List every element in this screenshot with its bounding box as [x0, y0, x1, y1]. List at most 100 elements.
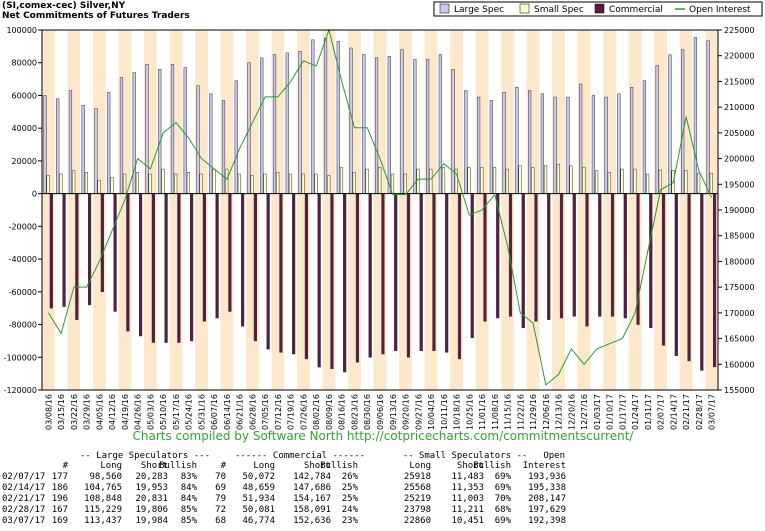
x-tick-label: 02/14/17: [669, 394, 678, 430]
x-tick-label: 05/31/16: [197, 394, 206, 430]
x-tick-label: 10/04/16: [427, 394, 436, 430]
bar: [566, 96, 570, 194]
bar: [492, 167, 497, 194]
table-cell: 02/21/17: [2, 494, 45, 504]
bar: [480, 167, 484, 194]
table-cell: 24%: [342, 505, 359, 515]
y-tick-label: 20000: [12, 157, 37, 166]
bar: [406, 193, 411, 358]
bar: [72, 170, 76, 194]
bar: [272, 54, 277, 194]
bar: [668, 54, 672, 194]
y-tick-label: 80000: [12, 59, 37, 68]
table-cell: 84%: [181, 494, 198, 504]
bar: [531, 167, 535, 194]
x-tick-label: 07/26/16: [299, 394, 308, 430]
bar: [113, 193, 117, 312]
bar: [234, 80, 238, 194]
table-cell: 11,483: [451, 472, 484, 482]
bar: [170, 64, 175, 194]
bar: [374, 57, 379, 194]
table-cell: 72: [215, 505, 226, 515]
x-tick-label: 09/06/16: [376, 394, 385, 430]
table-cell: 23%: [342, 516, 359, 526]
bar: [311, 39, 315, 194]
table-cell: 196: [52, 494, 68, 504]
x-tick-label: 09/27/16: [414, 394, 423, 430]
x-tick-label: 08/23/16: [350, 394, 359, 430]
table-header: #: [63, 461, 69, 471]
y2-tick-label: 180000: [724, 257, 755, 266]
legend-label: Commercial: [609, 5, 663, 15]
bar: [591, 95, 595, 194]
legend: Large Spec Small Spec Commercial Open Inter…: [433, 1, 763, 17]
bar: [139, 193, 143, 337]
y-tick-label: -80000: [9, 321, 37, 330]
table-cell: 70: [215, 472, 226, 482]
table-cell: 142,784: [293, 472, 331, 482]
bar: [489, 100, 493, 194]
table-cell: 20,283: [135, 472, 168, 482]
bar: [190, 193, 194, 342]
bar: [451, 69, 455, 194]
bar: [598, 193, 602, 317]
x-tick-label: 06/14/16: [223, 394, 232, 430]
bar: [212, 168, 216, 194]
bar: [87, 193, 92, 306]
table-cell: 177: [52, 472, 68, 482]
x-tick-label: 06/07/16: [210, 394, 219, 430]
bar: [228, 193, 232, 312]
bar: [569, 165, 573, 194]
table-cell: 186: [52, 483, 68, 493]
bar: [582, 167, 586, 194]
table-cell: 50,081: [242, 505, 275, 515]
x-tick-label: 12/20/16: [567, 394, 576, 430]
bar: [432, 193, 436, 351]
table-cell: 11,353: [451, 483, 484, 493]
bar: [68, 90, 73, 194]
bar: [151, 193, 155, 343]
y-tick-label: -20000: [9, 222, 37, 231]
table-cell: 83%: [181, 472, 198, 482]
x-tick-label: 05/10/16: [159, 394, 168, 430]
table-header: Bullish: [320, 461, 358, 471]
bar: [403, 173, 407, 194]
table-header: Short: [457, 461, 484, 471]
table-cell: 69%: [495, 472, 512, 482]
bar: [419, 193, 423, 351]
bar: [362, 54, 366, 194]
bar: [298, 51, 302, 194]
table-header: Bullish: [159, 461, 197, 471]
table-cell: 26%: [342, 472, 359, 482]
table-cell: 192,398: [528, 516, 566, 526]
x-tick-label: 03/22/16: [70, 394, 79, 430]
table-cell: 11,003: [451, 494, 484, 504]
bar: [709, 173, 713, 194]
table-cell: 84%: [181, 483, 198, 493]
bar: [687, 193, 691, 362]
bar: [700, 193, 704, 371]
x-tick-label: 06/28/16: [248, 394, 257, 430]
table-cell: 158,091: [293, 505, 331, 515]
x-tick-label: 08/09/16: [325, 394, 334, 430]
bar: [266, 193, 270, 350]
bar: [585, 193, 589, 327]
table-header: Short: [304, 461, 331, 471]
bar: [610, 193, 615, 317]
bar: [368, 193, 372, 358]
bar: [528, 90, 532, 194]
bar: [483, 193, 487, 322]
bar: [94, 108, 98, 194]
bar: [59, 173, 63, 194]
bar: [394, 193, 398, 351]
table-cell: 02/07/17: [2, 472, 45, 482]
bar: [681, 49, 685, 194]
table-cell: 11,211: [451, 505, 484, 515]
bar: [62, 193, 66, 307]
table-cell: 98,560: [89, 472, 122, 482]
bar: [620, 168, 624, 194]
bar: [697, 172, 701, 194]
legend-swatch: [519, 3, 530, 14]
x-tick-label: 10/25/16: [465, 394, 474, 430]
table-cell: 19,806: [135, 505, 168, 515]
